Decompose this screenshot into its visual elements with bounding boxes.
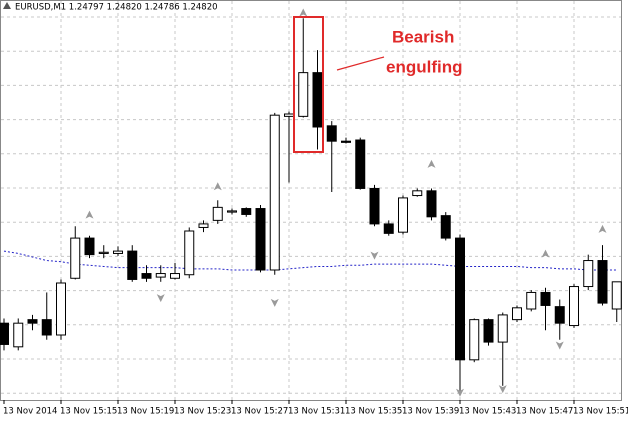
x-tick-label: 13 Nov 15:51 (573, 407, 628, 417)
x-tick-label: 13 Nov 15:43 (459, 407, 516, 417)
candle-body (284, 113, 294, 117)
x-tick-label: 13 Nov 15:15 (60, 407, 117, 417)
fractal-arrow (299, 8, 308, 17)
moving-average (3, 250, 617, 271)
x-tick-label: 13 Nov 2014 (3, 407, 57, 417)
candle-body (512, 307, 522, 321)
candle-body (241, 208, 252, 215)
candle-body (113, 250, 123, 254)
x-tick-label: 13 Nov 15:39 (402, 407, 459, 417)
candle-body (312, 72, 323, 128)
candle-body (155, 273, 166, 278)
candle-body (440, 215, 451, 239)
candle-body (569, 286, 579, 327)
candle-body (326, 125, 337, 142)
candle-body (355, 139, 366, 189)
candle-body (212, 206, 223, 221)
candle-body (27, 319, 38, 324)
candle-body (611, 281, 622, 310)
candle-body (369, 187, 380, 225)
candle-body (41, 319, 52, 336)
candle-body (554, 306, 565, 324)
candle-body (170, 273, 180, 279)
annotation-pointer (336, 56, 385, 71)
candle-body (383, 223, 394, 234)
fractal-arrow (270, 298, 279, 307)
candle-body (56, 282, 66, 336)
candle-body (526, 291, 537, 310)
x-tick-label: 13 Nov 15:31 (288, 407, 345, 417)
chart-title: EURUSD,M1 1.24797 1.24820 1.24786 1.2482… (15, 3, 218, 13)
fractal-arrow (213, 182, 222, 191)
plot-frame (0, 0, 622, 401)
fractal-arrow (156, 294, 165, 303)
candle-body (127, 250, 138, 280)
candle-body (455, 237, 465, 361)
candle-body (469, 319, 480, 361)
candle-body (341, 140, 351, 143)
candle-body (540, 291, 551, 306)
annotation: engulfing (386, 57, 462, 76)
candle-body (398, 197, 408, 233)
candle-body (141, 273, 152, 279)
candle-body (298, 72, 309, 117)
highlight-box (293, 16, 324, 153)
candle-body (483, 319, 494, 343)
candle-body (13, 322, 24, 348)
fractal-arrow (598, 224, 607, 233)
candle-body (227, 210, 237, 213)
annotation: Bearish (392, 27, 454, 46)
fractal-arrow (555, 341, 564, 350)
candle-body (269, 114, 280, 271)
candle-body (412, 190, 423, 197)
fractal-arrow (370, 251, 379, 260)
candle-body (426, 190, 437, 218)
candle-body (84, 237, 95, 256)
fractal-arrow (456, 388, 464, 397)
x-tick-label: 13 Nov 15:23 (174, 407, 231, 417)
x-tick-label: 13 Nov 15:47 (516, 407, 573, 417)
fractal-arrow (498, 385, 507, 394)
candle-body (198, 223, 209, 228)
candle-body (184, 230, 195, 276)
candle-body (583, 260, 594, 288)
fractal-arrow (541, 249, 550, 258)
x-tick-label: 13 Nov 15:19 (117, 407, 174, 417)
header-icon (3, 2, 11, 9)
candle-body (597, 260, 608, 304)
x-tick-label: 13 Nov 15:27 (231, 407, 288, 417)
fractal-arrow (427, 159, 436, 168)
x-tick-label: 13 Nov 15:35 (345, 407, 402, 417)
fractal-arrow (85, 210, 94, 219)
candle-body (255, 208, 266, 271)
candle-body (98, 251, 109, 254)
candle-body (0, 322, 9, 345)
candle-body (70, 237, 81, 279)
candle-body (497, 314, 508, 343)
